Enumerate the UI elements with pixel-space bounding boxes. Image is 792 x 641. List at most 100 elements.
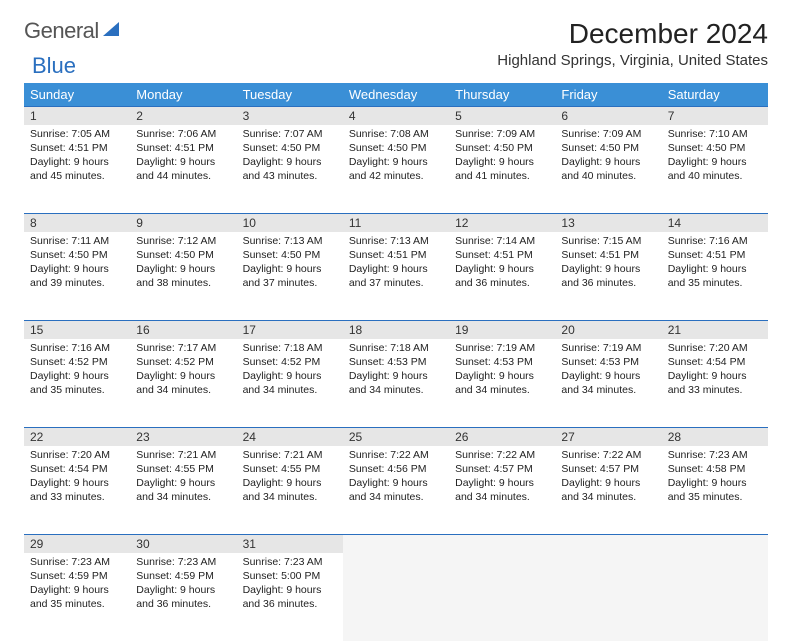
daylight-line1: Daylight: 9 hours <box>136 584 230 598</box>
sunrise: Sunrise: 7:11 AM <box>30 235 124 249</box>
daylight-line2: and 34 minutes. <box>561 491 655 505</box>
daybody-cell: Sunrise: 7:17 AMSunset: 4:52 PMDaylight:… <box>130 339 236 427</box>
daybody-cell: Sunrise: 7:12 AMSunset: 4:50 PMDaylight:… <box>130 232 236 320</box>
daybody-cell: Sunrise: 7:09 AMSunset: 4:50 PMDaylight:… <box>555 125 661 213</box>
daylight-line2: and 36 minutes. <box>561 277 655 291</box>
daylight-line1: Daylight: 9 hours <box>455 477 549 491</box>
daylight-line1: Daylight: 9 hours <box>561 370 655 384</box>
daylight-line1: Daylight: 9 hours <box>561 263 655 277</box>
daynum-cell: 22 <box>24 427 130 446</box>
daylight-line1: Daylight: 9 hours <box>243 156 337 170</box>
calendar-table: SundayMondayTuesdayWednesdayThursdayFrid… <box>24 83 768 641</box>
day-body: Sunrise: 7:09 AMSunset: 4:50 PMDaylight:… <box>555 125 661 189</box>
sunset: Sunset: 4:53 PM <box>349 356 443 370</box>
day-body: Sunrise: 7:07 AMSunset: 4:50 PMDaylight:… <box>237 125 343 189</box>
day-body: Sunrise: 7:10 AMSunset: 4:50 PMDaylight:… <box>662 125 768 189</box>
daybody-cell: Sunrise: 7:16 AMSunset: 4:51 PMDaylight:… <box>662 232 768 320</box>
day-body: Sunrise: 7:20 AMSunset: 4:54 PMDaylight:… <box>24 446 130 510</box>
sunset: Sunset: 4:53 PM <box>561 356 655 370</box>
day-number: 10 <box>237 213 343 232</box>
day-body: Sunrise: 7:12 AMSunset: 4:50 PMDaylight:… <box>130 232 236 296</box>
day-number: 29 <box>24 534 130 553</box>
daybody-cell: Sunrise: 7:20 AMSunset: 4:54 PMDaylight:… <box>662 339 768 427</box>
sunrise: Sunrise: 7:16 AM <box>30 342 124 356</box>
daylight-line2: and 35 minutes. <box>30 384 124 398</box>
week-body-row: Sunrise: 7:23 AMSunset: 4:59 PMDaylight:… <box>24 553 768 641</box>
day-number: 17 <box>237 320 343 339</box>
day-number: 30 <box>130 534 236 553</box>
sunrise: Sunrise: 7:05 AM <box>30 128 124 142</box>
daynum-cell: 21 <box>662 320 768 339</box>
daynum-cell: 27 <box>555 427 661 446</box>
daylight-line2: and 34 minutes. <box>136 384 230 398</box>
daybody-cell: Sunrise: 7:23 AMSunset: 4:59 PMDaylight:… <box>130 553 236 641</box>
sunrise: Sunrise: 7:22 AM <box>455 449 549 463</box>
daylight-line2: and 45 minutes. <box>30 170 124 184</box>
week-daynum-row: 22232425262728 <box>24 427 768 446</box>
day-body: Sunrise: 7:23 AMSunset: 4:58 PMDaylight:… <box>662 446 768 510</box>
daylight-line1: Daylight: 9 hours <box>561 156 655 170</box>
daylight-line1: Daylight: 9 hours <box>243 477 337 491</box>
week-body-row: Sunrise: 7:11 AM Sunset: 4:50 PM Daylight:… <box>24 232 768 320</box>
day-number: 7 <box>662 106 768 125</box>
sunset: Sunset: 4:58 PM <box>668 463 762 477</box>
day-body: Sunrise: 7:13 AMSunset: 4:50 PMDaylight:… <box>237 232 343 296</box>
day-number: 16 <box>130 320 236 339</box>
sunrise: Sunrise: 7:19 AM <box>455 342 549 356</box>
daynum-cell: 8 <box>24 213 130 232</box>
empty-daynum <box>449 534 555 553</box>
daylight-line2: and 43 minutes. <box>243 170 337 184</box>
daylight-line1: Daylight: 9 hours <box>349 477 443 491</box>
day-header: Wednesday <box>343 83 449 106</box>
daylight-line1: Daylight: 9 hours <box>455 263 549 277</box>
daylight-line1: Daylight: 9 hours <box>243 584 337 598</box>
sunset: Sunset: 4:50 PM <box>561 142 655 156</box>
daynum-cell: 20 <box>555 320 661 339</box>
day-number: 11 <box>343 213 449 232</box>
daylight-line2: and 36 minutes. <box>243 598 337 612</box>
day-header-row: SundayMondayTuesdayWednesdayThursdayFrid… <box>24 83 768 106</box>
daynum-cell: 28 <box>662 427 768 446</box>
daynum-cell <box>662 534 768 553</box>
month-title: December 2024 <box>497 18 768 50</box>
daylight-line2: and 34 minutes. <box>561 384 655 398</box>
daynum-cell: 15 <box>24 320 130 339</box>
sunset: Sunset: 4:55 PM <box>136 463 230 477</box>
daylight-line2: and 35 minutes. <box>668 491 762 505</box>
daylight-line1: Daylight: 9 hours <box>243 263 337 277</box>
sunrise: Sunrise: 7:14 AM <box>455 235 549 249</box>
day-number: 18 <box>343 320 449 339</box>
daylight-line2: and 40 minutes. <box>668 170 762 184</box>
sunrise: Sunrise: 7:16 AM <box>668 235 762 249</box>
daynum-cell: 5 <box>449 106 555 125</box>
sunrise: Sunrise: 7:09 AM <box>455 128 549 142</box>
sunset: Sunset: 4:51 PM <box>668 249 762 263</box>
day-header: Friday <box>555 83 661 106</box>
daybody-cell: Sunrise: 7:06 AMSunset: 4:51 PMDaylight:… <box>130 125 236 213</box>
day-body: Sunrise: 7:09 AMSunset: 4:50 PMDaylight:… <box>449 125 555 189</box>
daylight-line2: and 34 minutes. <box>349 491 443 505</box>
daylight-line2: and 34 minutes. <box>455 384 549 398</box>
daylight-line1: Daylight: 9 hours <box>668 263 762 277</box>
sunset: Sunset: 4:50 PM <box>136 249 230 263</box>
sunset: Sunset: 5:00 PM <box>243 570 337 584</box>
daybody-cell: Sunrise: 7:22 AMSunset: 4:56 PMDaylight:… <box>343 446 449 534</box>
day-body: Sunrise: 7:06 AMSunset: 4:51 PMDaylight:… <box>130 125 236 189</box>
sunset: Sunset: 4:51 PM <box>561 249 655 263</box>
sunset: Sunset: 4:51 PM <box>349 249 443 263</box>
daynum-cell: 29 <box>24 534 130 553</box>
daybody-cell: Sunrise: 7:15 AMSunset: 4:51 PMDaylight:… <box>555 232 661 320</box>
daynum-cell: 2 <box>130 106 236 125</box>
sunrise: Sunrise: 7:19 AM <box>561 342 655 356</box>
daylight-line2: and 44 minutes. <box>136 170 230 184</box>
sunrise: Sunrise: 7:23 AM <box>136 556 230 570</box>
daynum-cell: 3 <box>237 106 343 125</box>
daylight-line2: and 34 minutes. <box>243 384 337 398</box>
daynum-cell: 13 <box>555 213 661 232</box>
sunset: Sunset: 4:57 PM <box>561 463 655 477</box>
brand-sail-icon <box>101 18 121 44</box>
day-header: Sunday <box>24 83 130 106</box>
day-body: Sunrise: 7:18 AMSunset: 4:52 PMDaylight:… <box>237 339 343 403</box>
day-number: 12 <box>449 213 555 232</box>
daynum-cell: 16 <box>130 320 236 339</box>
